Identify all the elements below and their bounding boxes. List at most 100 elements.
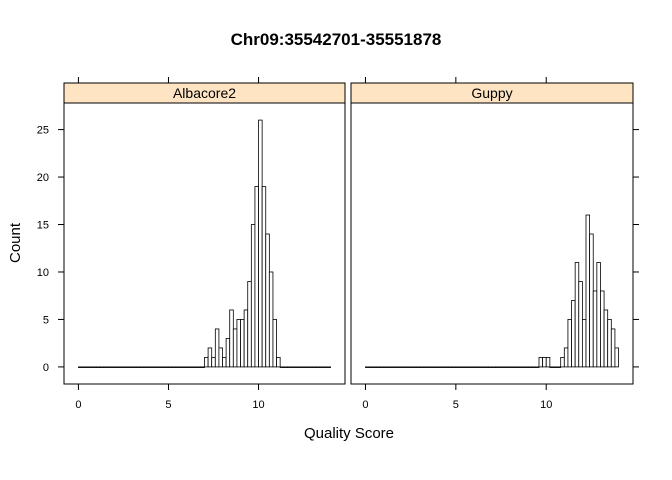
histogram-bar [484,366,489,368]
histogram-bar [236,319,241,368]
histogram-bar [301,366,306,368]
histogram-bar [502,366,507,368]
histogram-bar [455,366,460,368]
histogram-bar [469,366,475,368]
histogram-bar [404,366,410,368]
histogram-bar [412,366,417,368]
x-axis-label: Quality Score [304,425,394,442]
histogram-bar [286,366,292,368]
histogram-bar [153,366,159,368]
histogram-bar [157,366,162,368]
histogram-bar [498,366,504,368]
histogram-bar [487,366,493,368]
histogram-bar [415,366,421,368]
histogram-bar [315,366,321,368]
histogram-bar [386,366,392,368]
histogram-bar [571,300,576,368]
x-tick-label: 10 [252,399,264,411]
histogram-bar [534,366,540,368]
x-tick-label: 5 [165,399,171,411]
histogram-bar [462,366,468,368]
histogram-bar [232,328,238,368]
histogram-bar [393,366,399,368]
histogram-bar [279,366,285,368]
histogram-bar [440,366,446,368]
histogram-bar [218,347,223,368]
histogram-bar [610,328,616,368]
histogram-bar [495,366,500,368]
histogram-bar [96,366,101,368]
histogram-bar [297,366,303,368]
histogram-bar [491,366,497,368]
panel-strip-label: Albacore2 [173,85,236,101]
histogram-bar [459,366,464,368]
histogram-bar [375,366,381,368]
histogram-bar [106,366,112,368]
histogram-bar [243,309,249,368]
histogram-bar [178,366,184,368]
histogram-bar [85,366,90,368]
histogram-bar [265,233,270,368]
histogram-bar [600,290,605,368]
histogram-bar [585,214,591,368]
histogram-bar [513,366,518,368]
x-tick-label: 0 [362,399,368,411]
histogram-bar [444,366,450,368]
histogram-bar [196,366,202,368]
histogram-bar [437,366,442,368]
histogram-bar [128,366,133,368]
histogram-bar [164,366,169,368]
histogram-bar [290,366,295,368]
histogram-bar [171,366,177,368]
histogram-bar [448,366,453,368]
histogram-bar [272,319,277,368]
histogram-bar [531,366,536,368]
histogram-bar [451,366,457,368]
histogram-bar [132,366,137,368]
histogram-bar [186,366,191,368]
histogram-bar [473,366,478,368]
histogram-bar [433,366,439,368]
x-tick-label: 10 [540,399,552,411]
histogram-bar [506,366,511,368]
histogram-bar [304,366,310,368]
y-tick-label: 25 [37,125,49,137]
histogram-bar [312,366,317,368]
histogram-bar [581,319,587,368]
histogram-bar [419,366,424,368]
panel-frame [63,102,346,385]
histogram-bar [103,366,108,368]
histogram-bar [81,366,87,368]
histogram-bar [146,366,151,368]
histogram-bar [408,366,413,368]
histogram-bar [596,262,601,368]
histogram-bar [207,347,213,368]
histogram-bar [383,366,388,368]
histogram-bar [211,357,216,368]
histogram-bar [542,357,547,368]
histogram-bar [114,366,119,368]
histogram-bar [390,366,395,368]
y-tick-label: 10 [37,267,49,279]
histogram-bar [574,262,580,368]
histogram-bar [254,186,259,368]
histogram-bar [401,366,406,368]
histogram-bar [538,357,544,368]
histogram-bar [222,357,227,368]
histogram-bar [308,366,313,368]
histogram-bar [527,366,533,368]
histogram-bar [117,366,123,368]
histogram-bar [422,366,428,368]
histogram-bar [549,366,554,368]
histogram-bar [560,357,565,368]
histogram-bar [589,233,594,368]
histogram-bar [319,366,324,368]
panel-strip-label: Guppy [471,85,512,101]
histogram-bar [182,366,187,368]
histogram-bar [430,366,435,368]
histogram-bar [189,366,195,368]
histogram-bar [139,366,144,368]
histogram-bar [78,366,83,368]
histogram-bar [556,366,562,368]
histogram-bar [520,366,525,368]
